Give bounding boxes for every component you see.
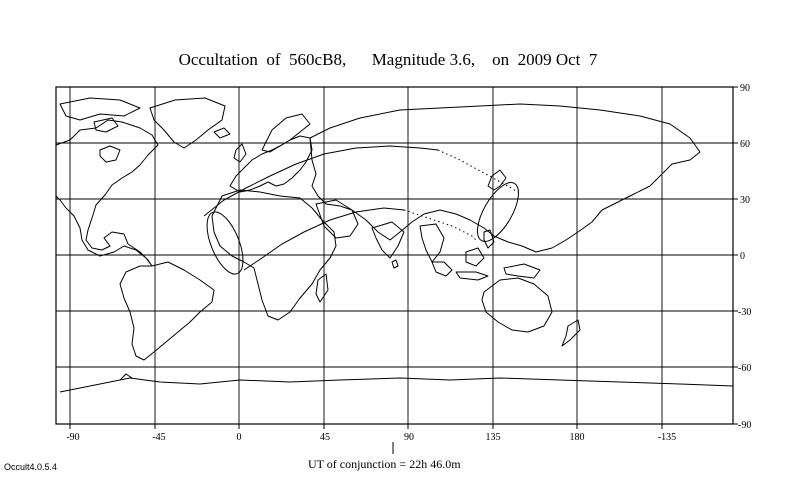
- longitude-labels: -90 -45 0 45 90 135 180 -135: [66, 432, 676, 443]
- path-north-limit-dotted: [437, 149, 519, 193]
- lon-tick-label: 90: [404, 432, 414, 443]
- lat-tick-label: 30: [740, 195, 750, 206]
- australia-outline: [481, 277, 553, 333]
- india-outline: [371, 221, 405, 259]
- lat-tick-label: 0: [740, 251, 745, 262]
- south-america-outline: [119, 261, 215, 361]
- tick-marks: [69, 86, 738, 454]
- conjunction-time-label: UT of conjunction = 22h 46.0m: [308, 457, 461, 471]
- lat-tick-label: 90: [740, 83, 750, 94]
- africa-outline: [211, 189, 337, 321]
- path-south-limit: [243, 207, 405, 271]
- sri-lanka-outline: [391, 259, 399, 269]
- latitude-labels: 90 60 30 0 -30 -60 -90: [738, 83, 751, 431]
- scandinavia-outline: [261, 113, 311, 153]
- lon-tick-label: -45: [152, 432, 165, 443]
- arctic-islands-outline: [93, 117, 119, 133]
- borneo-outline: [465, 247, 485, 267]
- map-title: Occultation of 560cB8, Magnitude 3.6, on…: [178, 50, 598, 69]
- hudson-bay-outline: [99, 145, 121, 163]
- british-isles-outline: [233, 143, 247, 163]
- north-america-outline: [55, 119, 159, 267]
- madagascar-outline: [315, 273, 329, 303]
- indonesia-outline: [455, 271, 489, 281]
- antarctica-outline: [59, 377, 734, 393]
- europe-outline: [229, 135, 313, 193]
- path-west-limb: [206, 211, 244, 275]
- new-zealand-outline: [561, 319, 581, 347]
- grid-lines: [56, 87, 733, 424]
- lon-tick-label: 0: [237, 432, 242, 443]
- philippines-outline: [483, 229, 495, 249]
- indonesia-outline: [431, 261, 453, 277]
- arctic-islands-outline: [59, 97, 141, 121]
- coastlines: [55, 97, 734, 393]
- iceland-outline: [213, 127, 231, 139]
- arabia-outline: [315, 199, 359, 239]
- path-north-limit: [203, 145, 439, 217]
- map-frame: [55, 86, 734, 425]
- antarctic-peninsula-outline: [119, 373, 133, 381]
- indochina-outline: [419, 223, 445, 263]
- lon-tick-label: 180: [570, 432, 585, 443]
- lon-tick-label: -135: [658, 432, 676, 443]
- japan-outline: [487, 169, 507, 191]
- lat-tick-label: 60: [740, 139, 750, 150]
- lon-tick-label: -90: [66, 432, 79, 443]
- path-east-limb: [477, 182, 519, 242]
- lat-tick-label: -60: [738, 363, 751, 374]
- lon-tick-label: 45: [320, 432, 330, 443]
- lat-tick-label: -90: [738, 420, 751, 431]
- new-guinea-outline: [503, 263, 541, 279]
- occultation-path: [203, 145, 519, 275]
- path-south-limit-dotted: [403, 209, 477, 241]
- asia-outline: [309, 103, 701, 253]
- software-version: Occult4.0.5.4: [4, 462, 58, 472]
- lon-tick-label: 135: [486, 432, 501, 443]
- greenland-outline: [149, 97, 226, 149]
- lat-tick-label: -30: [738, 307, 751, 318]
